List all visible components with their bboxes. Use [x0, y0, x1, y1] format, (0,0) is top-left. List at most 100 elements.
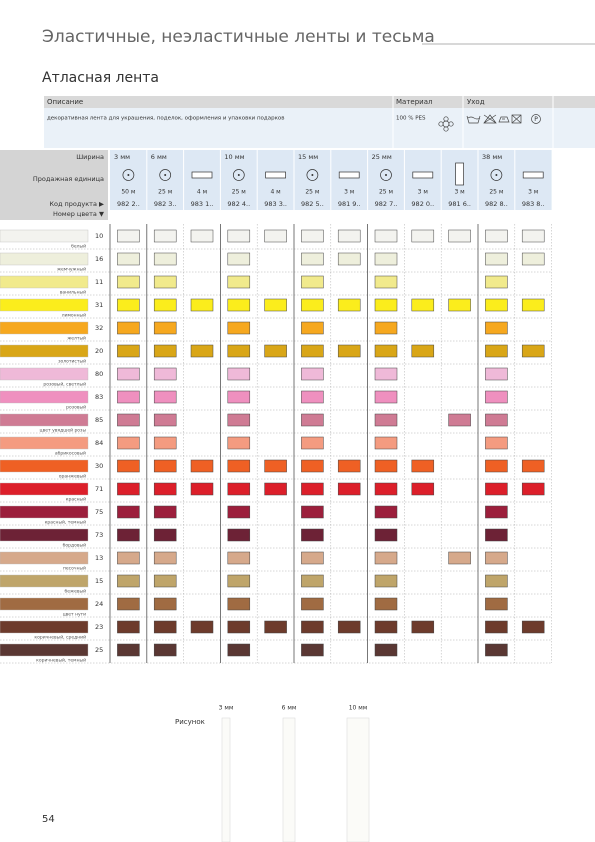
color-box [117, 229, 140, 243]
width-label: 15 мм [298, 153, 318, 161]
color-box [117, 252, 140, 266]
color-box [374, 436, 398, 450]
color-box [264, 298, 287, 312]
code: 982 0.. [411, 200, 434, 208]
color-box [301, 551, 324, 565]
color-box [227, 252, 251, 266]
color-name: бордовый [63, 542, 86, 549]
color-box [485, 643, 508, 657]
color-box [117, 321, 140, 335]
color-box [521, 298, 545, 312]
color-box [117, 344, 140, 358]
row-label: Номер цвета ▼ [53, 210, 104, 218]
color-box [153, 574, 177, 588]
color-box [227, 413, 251, 427]
color-swatch [0, 252, 89, 266]
color-box [264, 620, 287, 634]
color-swatch [0, 344, 89, 358]
color-number: 20 [95, 347, 103, 355]
color-name: розовый, светлый [43, 381, 86, 388]
header-left [0, 150, 108, 220]
color-box [153, 367, 177, 381]
color-box [117, 482, 140, 496]
color-box [485, 229, 508, 243]
color-number: 83 [95, 393, 103, 401]
color-box [337, 620, 361, 634]
color-box [374, 229, 398, 243]
spool-icon [385, 174, 387, 176]
ribbon-sample [282, 717, 296, 842]
code: 982 4.. [227, 200, 250, 208]
card-icon [412, 171, 434, 179]
color-box [374, 390, 398, 404]
code: 983 1.. [191, 200, 214, 208]
color-box [190, 620, 214, 634]
card-icon [191, 171, 213, 179]
color-box [117, 275, 140, 289]
color-box [117, 390, 140, 404]
unit: 25 м [305, 189, 319, 196]
color-box [227, 298, 251, 312]
color-box [153, 275, 177, 289]
color-box [485, 298, 508, 312]
color-box [301, 252, 324, 266]
color-box [411, 344, 435, 358]
color-swatch [0, 413, 89, 427]
color-box [485, 482, 508, 496]
spool-icon [311, 174, 314, 176]
color-box [153, 252, 177, 266]
card-icon [522, 171, 544, 179]
color-box [301, 367, 324, 381]
figure-size: 6 мм [282, 705, 297, 712]
color-box [374, 505, 398, 519]
color-swatch [0, 298, 89, 312]
color-box [411, 620, 435, 634]
color-box [301, 229, 324, 243]
unit: 25 м [158, 189, 172, 196]
color-box [374, 252, 398, 266]
color-box [301, 298, 324, 312]
color-name: красный, темный [45, 519, 86, 526]
color-box [485, 620, 508, 634]
color-box [153, 551, 177, 565]
info-head: Описание [47, 98, 83, 106]
color-box [301, 459, 324, 473]
color-number: 16 [95, 255, 103, 263]
color-number: 23 [95, 623, 103, 631]
color-box [485, 321, 508, 335]
color-number: 73 [95, 531, 103, 539]
color-box [374, 482, 398, 496]
color-number: 11 [95, 278, 103, 286]
color-box [337, 229, 361, 243]
color-swatch [0, 482, 89, 496]
color-box [374, 413, 398, 427]
spool-icon [306, 169, 319, 181]
color-name: бежевый [65, 588, 87, 595]
color-box [301, 321, 324, 335]
color-box [301, 505, 324, 519]
color-box [117, 643, 140, 657]
color-box [153, 344, 177, 358]
color-box [227, 390, 251, 404]
icons: P [438, 114, 541, 132]
color-box [337, 298, 361, 312]
color-box [301, 482, 324, 496]
color-number: 24 [95, 600, 103, 608]
color-name: желтый [67, 335, 86, 342]
spool-icon [490, 169, 503, 181]
color-box [190, 459, 214, 473]
code: 981 9.. [338, 200, 361, 208]
ribbon-sample [346, 717, 370, 842]
color-box [337, 344, 361, 358]
color-box [448, 413, 471, 427]
color-box [227, 551, 251, 565]
color-box [374, 528, 398, 542]
color-box [374, 367, 398, 381]
color-box [153, 528, 177, 542]
info-body [44, 108, 595, 148]
color-box [337, 252, 361, 266]
color-box [411, 298, 435, 312]
color-box [521, 252, 545, 266]
unit: 25 м [489, 189, 503, 196]
info-head: Материал [396, 98, 432, 106]
